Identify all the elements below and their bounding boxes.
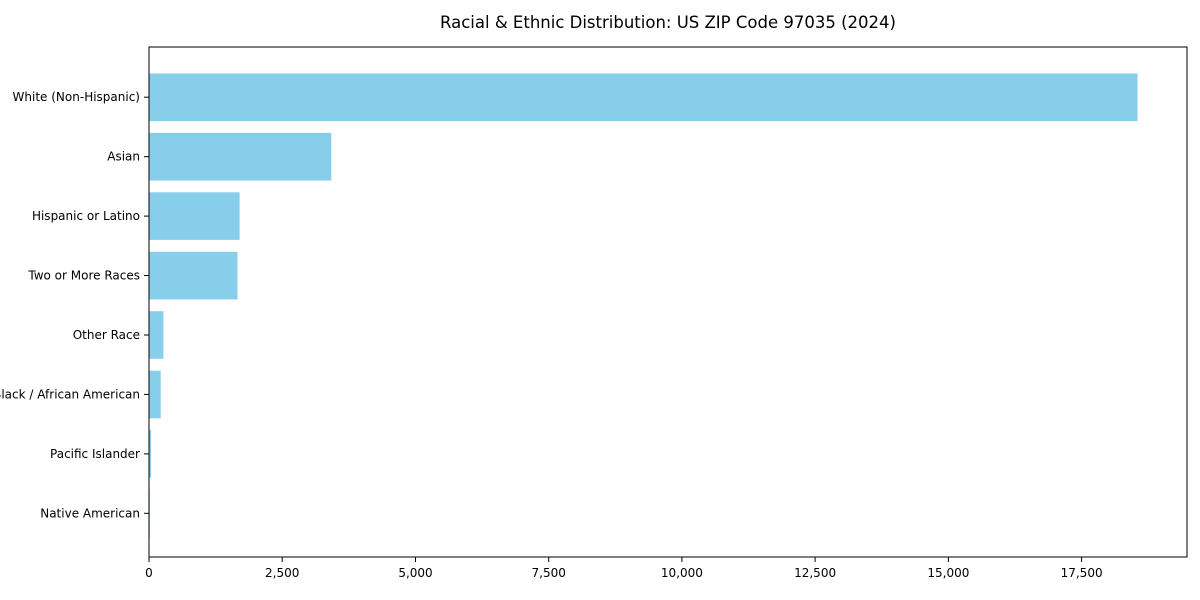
y-tick-label: Hispanic or Latino: [32, 209, 140, 223]
bar-0: [149, 73, 1138, 122]
x-tick-label: 5,000: [398, 566, 432, 580]
chart-title: Racial & Ethnic Distribution: US ZIP Cod…: [440, 13, 896, 32]
axes-layer: White (Non-Hispanic) Asian Hispanic or Lat…: [0, 46, 1188, 580]
y-tick-label: Asian: [107, 150, 140, 164]
y-tick-label: Other Race: [73, 328, 140, 342]
y-tick-label: White (Non-Hispanic): [13, 90, 140, 104]
bar-3: [149, 251, 238, 300]
bars-layer: [149, 73, 1138, 538]
x-tick-label: 10,000: [661, 566, 703, 580]
y-tick-label: Native American: [40, 506, 140, 520]
x-tick-label: 2,500: [265, 566, 299, 580]
y-tick-label: Two or More Races: [27, 269, 140, 283]
bar-4: [149, 311, 164, 359]
x-tick-label: 17,500: [1061, 566, 1103, 580]
x-tick-label: 7,500: [532, 566, 566, 580]
y-tick-label: Black / African American: [0, 387, 140, 401]
bar-1: [149, 132, 332, 181]
x-tick-label: 15,000: [927, 566, 969, 580]
y-tick-label: Pacific Islander: [50, 447, 140, 461]
bar-2: [149, 192, 240, 240]
bar-5: [149, 370, 161, 419]
x-tick-label: 0: [145, 566, 153, 580]
plot-frame: [148, 46, 1188, 558]
bar-6: [149, 430, 152, 478]
x-tick-label: 12,500: [794, 566, 836, 580]
